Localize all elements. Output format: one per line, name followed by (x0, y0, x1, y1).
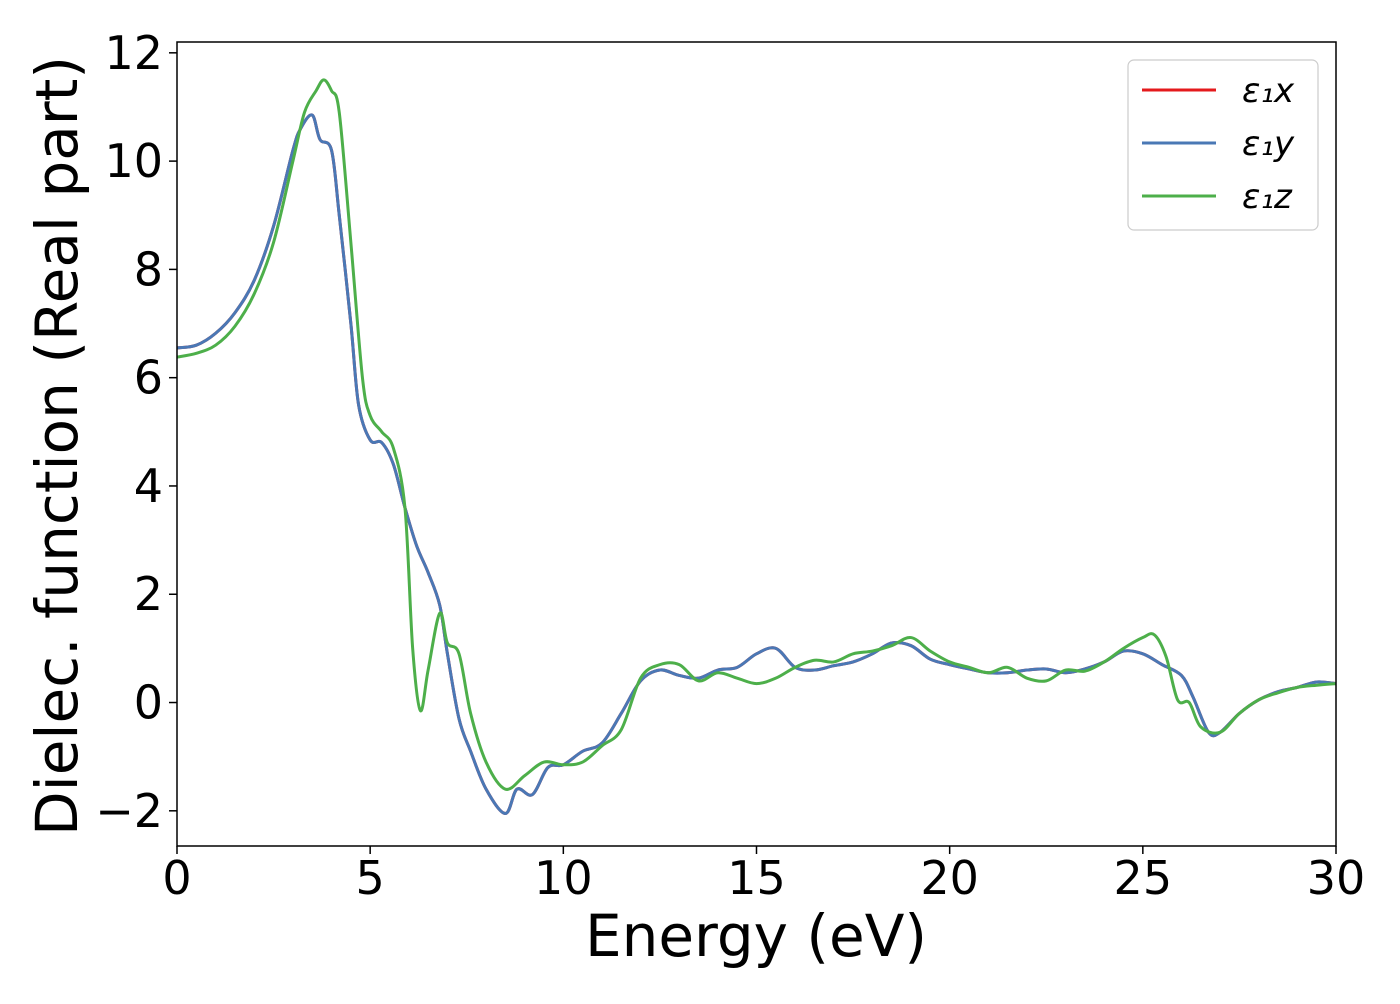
legend-label-3: ε₁z (1242, 177, 1293, 217)
x-tick-label: 30 (1307, 851, 1366, 905)
x-tick-label: 20 (920, 851, 979, 905)
series-layer (177, 78, 1336, 816)
y-tick-label: 0 (134, 676, 163, 730)
y-tick-label: 12 (104, 26, 163, 80)
legend: ε₁x ε₁y ε₁z (1127, 59, 1319, 231)
x-tick-label: 5 (356, 851, 385, 905)
x-tick-label: 0 (162, 851, 191, 905)
x-axis-label: Energy (eV) (585, 902, 927, 970)
x-tick-label: 10 (534, 851, 593, 905)
y-tick-label: 6 (134, 351, 163, 405)
y-tick-label: 8 (134, 242, 163, 296)
y-axis-label: Dielec. function (Real part) (23, 56, 91, 836)
y-axis-ticks: −2 0 2 4 6 8 10 12 (95, 26, 177, 838)
legend-items: ε₁x ε₁y ε₁z (1142, 71, 1295, 217)
series-line-3 (177, 78, 1336, 791)
x-tick-label: 15 (727, 851, 786, 905)
y-tick-label: 2 (134, 567, 163, 621)
y-tick-label: −2 (95, 784, 163, 838)
y-tick-label: 4 (134, 459, 163, 513)
legend-box (1127, 59, 1319, 231)
legend-label-2: ε₁y (1242, 124, 1295, 164)
x-tick-label: 25 (1114, 851, 1173, 905)
y-tick-label: 10 (104, 134, 163, 188)
series-line-2 (177, 113, 1336, 816)
x-axis-ticks: 0 5 10 15 20 25 30 (162, 846, 1365, 905)
legend-label-1: ε₁x (1242, 71, 1295, 111)
